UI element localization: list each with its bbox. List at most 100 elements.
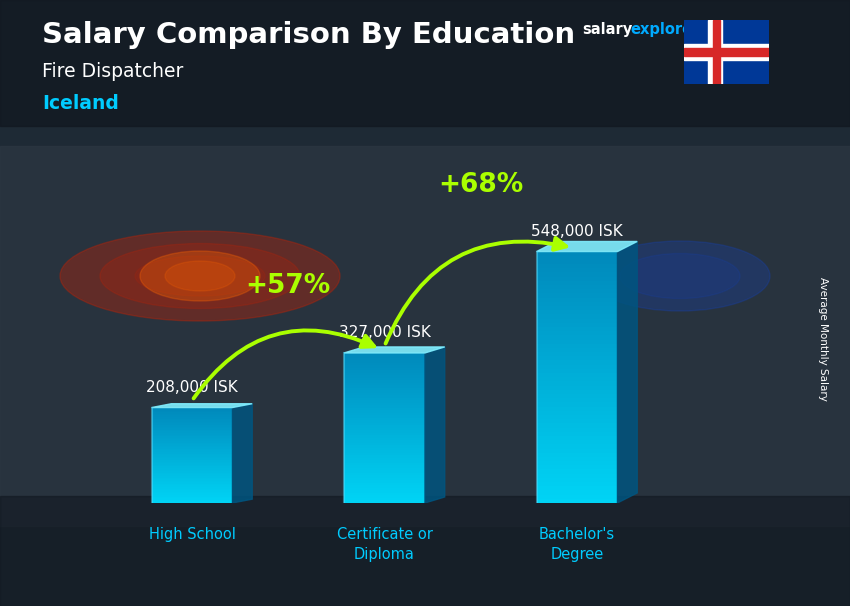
Bar xyxy=(344,456,425,458)
Bar xyxy=(151,495,232,497)
Bar xyxy=(151,493,232,495)
Bar xyxy=(536,369,617,373)
Bar xyxy=(344,490,425,493)
Polygon shape xyxy=(151,404,252,408)
Bar xyxy=(708,20,722,84)
Bar xyxy=(536,415,617,419)
Bar xyxy=(344,396,425,398)
Bar xyxy=(344,398,425,401)
Bar xyxy=(536,398,617,402)
Bar xyxy=(151,457,232,459)
Ellipse shape xyxy=(165,261,235,291)
Ellipse shape xyxy=(60,231,340,321)
Bar xyxy=(344,421,425,423)
Ellipse shape xyxy=(590,241,770,311)
Bar xyxy=(536,256,617,260)
Text: 208,000 ISK: 208,000 ISK xyxy=(146,380,238,395)
Bar xyxy=(151,438,232,439)
Bar xyxy=(0,146,850,526)
Bar xyxy=(536,327,617,331)
Bar xyxy=(344,370,425,373)
Bar xyxy=(536,381,617,385)
Bar xyxy=(344,385,425,388)
Bar xyxy=(536,385,617,390)
Bar xyxy=(344,458,425,461)
Bar xyxy=(151,428,232,430)
Bar xyxy=(536,478,617,482)
Bar xyxy=(151,467,232,468)
Bar xyxy=(344,468,425,470)
Bar xyxy=(344,388,425,390)
Bar xyxy=(536,298,617,302)
Text: High School: High School xyxy=(149,527,235,542)
Bar xyxy=(151,409,232,411)
Bar xyxy=(151,488,232,490)
Bar xyxy=(536,352,617,356)
Bar xyxy=(151,492,232,493)
Bar xyxy=(536,444,617,448)
Text: Average Monthly Salary: Average Monthly Salary xyxy=(818,278,828,401)
Bar xyxy=(151,425,232,427)
Text: Iceland: Iceland xyxy=(42,94,119,113)
Bar xyxy=(0,496,850,606)
Bar xyxy=(344,450,425,453)
Bar xyxy=(536,436,617,440)
Bar xyxy=(536,390,617,394)
Bar xyxy=(151,430,232,431)
Bar xyxy=(151,408,232,409)
Bar xyxy=(536,281,617,285)
Bar xyxy=(151,450,232,452)
Polygon shape xyxy=(232,404,252,503)
Bar xyxy=(151,497,232,498)
Bar xyxy=(151,485,232,487)
Bar xyxy=(344,423,425,425)
Bar xyxy=(536,331,617,335)
Bar xyxy=(344,498,425,501)
Bar xyxy=(536,315,617,319)
Bar xyxy=(344,478,425,481)
Text: Bachelor's
Degree: Bachelor's Degree xyxy=(539,527,615,562)
Bar xyxy=(536,251,617,256)
Bar xyxy=(536,306,617,310)
Bar xyxy=(344,383,425,385)
Bar xyxy=(536,407,617,411)
Bar xyxy=(536,461,617,465)
Bar xyxy=(536,394,617,398)
Bar xyxy=(151,431,232,433)
Bar xyxy=(151,460,232,462)
Bar xyxy=(151,411,232,412)
Bar xyxy=(151,414,232,416)
Bar xyxy=(344,365,425,368)
Text: 327,000 ISK: 327,000 ISK xyxy=(338,325,430,340)
Bar xyxy=(344,416,425,418)
Bar xyxy=(344,358,425,361)
Bar xyxy=(344,401,425,403)
Bar xyxy=(151,481,232,482)
Bar xyxy=(151,498,232,500)
Bar xyxy=(536,277,617,281)
Bar xyxy=(344,368,425,370)
Bar xyxy=(344,393,425,396)
Bar xyxy=(344,403,425,405)
Bar xyxy=(536,465,617,470)
Bar xyxy=(536,378,617,381)
Text: salary: salary xyxy=(582,22,632,38)
Ellipse shape xyxy=(140,251,260,301)
Bar xyxy=(344,418,425,421)
Bar xyxy=(151,478,232,479)
Bar xyxy=(151,484,232,485)
Ellipse shape xyxy=(100,244,300,308)
Bar xyxy=(344,496,425,498)
Bar xyxy=(151,487,232,488)
Bar xyxy=(344,473,425,476)
Bar xyxy=(536,268,617,273)
Bar xyxy=(684,48,769,56)
Bar xyxy=(151,412,232,414)
Bar xyxy=(344,470,425,473)
Bar xyxy=(151,424,232,425)
Bar xyxy=(151,500,232,501)
Bar xyxy=(344,463,425,465)
Bar xyxy=(536,335,617,339)
Text: Salary Comparison By Education: Salary Comparison By Education xyxy=(42,21,575,49)
Ellipse shape xyxy=(620,253,740,299)
